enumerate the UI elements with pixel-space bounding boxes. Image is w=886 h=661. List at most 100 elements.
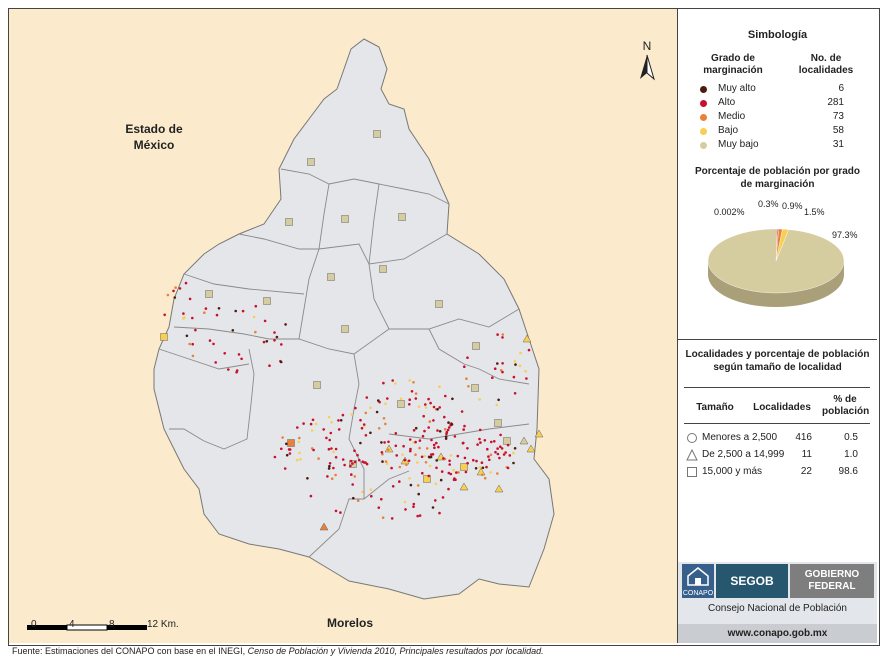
circle-locality-marker (339, 419, 343, 422)
pie-label-4: 97.3% (832, 230, 858, 240)
circle-locality-marker (337, 419, 340, 422)
pie-label-2: 0.9% (782, 201, 803, 211)
circle-locality-marker (184, 281, 188, 285)
circle-locality-marker (493, 367, 497, 371)
circle-locality-marker (409, 483, 413, 487)
circle-locality-marker (418, 439, 422, 442)
circle-locality-marker (361, 490, 364, 494)
circle-locality-marker (450, 423, 454, 426)
circle-locality-marker (204, 307, 208, 310)
circle-locality-marker (514, 363, 517, 366)
circle-locality-marker (381, 460, 384, 463)
circle-locality-marker (280, 447, 283, 451)
circle-locality-marker (279, 360, 283, 364)
circle-locality-marker (328, 462, 332, 465)
square-locality-marker (398, 213, 406, 221)
square-locality-marker (503, 437, 511, 445)
legend-dot-icon (700, 100, 707, 107)
circle-locality-marker (281, 436, 284, 439)
circle-locality-marker (285, 453, 289, 457)
circle-locality-marker (412, 429, 416, 432)
circle-locality-marker (332, 466, 335, 470)
circle-locality-marker (327, 415, 331, 419)
circle-locality-marker (448, 463, 452, 466)
circle-locality-marker (500, 447, 504, 450)
circle-locality-marker (434, 499, 437, 502)
circle-locality-marker (513, 447, 517, 450)
circle-locality-marker (332, 450, 335, 454)
size-row-15000: 15,000 y más 22 98.6 (684, 465, 870, 479)
circle-locality-marker (370, 494, 373, 498)
map-svg (27, 38, 655, 631)
circle-locality-marker (424, 406, 428, 409)
circle-locality-marker (429, 455, 433, 459)
circle-locality-marker (436, 408, 439, 411)
triangle-locality-marker (319, 522, 329, 531)
circle-locality-marker (288, 452, 292, 455)
circle-locality-marker (353, 449, 356, 453)
circle-locality-marker (380, 497, 383, 501)
size-row-menores: Menores a 2,500 416 0.5 (684, 431, 870, 445)
circle-locality-marker (185, 334, 189, 338)
circle-locality-marker (403, 500, 407, 504)
website-link[interactable]: www.conapo.gob.mx (678, 624, 877, 643)
legend-item-count: 58 (832, 125, 844, 136)
circle-locality-marker (384, 402, 387, 406)
circle-locality-marker (328, 438, 332, 442)
legend-dot-icon (700, 128, 707, 135)
circle-locality-marker (445, 430, 449, 434)
circle-locality-marker (456, 454, 460, 458)
circle-locality-marker (416, 461, 419, 464)
circle-locality-marker (453, 435, 457, 438)
circle-locality-marker (390, 466, 393, 470)
circle-locality-marker (504, 451, 508, 454)
legend-dot-icon (700, 86, 707, 93)
circle-locality-marker (499, 433, 502, 437)
legend-panel: Simbología Grado de marginación No. de l… (678, 9, 877, 643)
circle-locality-marker (273, 331, 276, 334)
circle-locality-marker (280, 343, 283, 346)
circle-locality-marker (506, 466, 510, 470)
circle-locality-marker (490, 440, 493, 444)
circle-locality-marker (414, 392, 418, 395)
circle-locality-marker (436, 429, 439, 432)
pie-chart (707, 228, 845, 307)
circle-locality-marker (489, 471, 492, 474)
circle-locality-marker (524, 369, 527, 373)
circle-locality-marker (298, 436, 301, 440)
circle-locality-marker (447, 487, 450, 491)
circle-locality-marker (449, 472, 453, 476)
circle-locality-marker (435, 466, 438, 470)
circle-locality-marker (339, 511, 342, 514)
square-locality-marker (379, 265, 387, 273)
circle-locality-marker (497, 398, 500, 402)
circle-locality-marker (364, 411, 368, 415)
gobierno-federal-logo: GOBIERNO FEDERAL (790, 564, 874, 598)
circle-locality-marker (432, 443, 436, 447)
circle-locality-marker (398, 480, 401, 483)
circle-locality-marker (438, 406, 442, 409)
circle-locality-marker (356, 453, 359, 457)
circle-locality-marker (496, 447, 499, 450)
circle-locality-marker (350, 473, 353, 476)
circle-locality-marker (478, 428, 482, 432)
circle-locality-marker (254, 304, 258, 308)
circle-locality-marker (329, 431, 333, 435)
circle-locality-marker (407, 459, 411, 463)
size-row-name: 15,000 y más (702, 466, 763, 477)
source-note: Fuente: Estimaciones del CONAPO con base… (12, 646, 544, 656)
triangle-locality-marker (519, 436, 529, 445)
circle-locality-marker (432, 419, 435, 422)
legend-item-medio: Medio 73 (696, 111, 866, 124)
circle-locality-marker (359, 441, 362, 445)
circle-locality-marker (410, 390, 414, 393)
legend-col-localidades: No. de localidades (798, 53, 854, 76)
circle-locality-marker (299, 457, 302, 461)
circle-locality-marker (357, 458, 361, 462)
circle-locality-marker (172, 289, 175, 293)
circle-locality-marker (265, 340, 269, 343)
size-row-pct: 98.6 (838, 466, 858, 477)
circle-locality-marker (478, 398, 482, 401)
circle-locality-marker (350, 413, 354, 416)
borough-boundaries (158, 168, 530, 558)
